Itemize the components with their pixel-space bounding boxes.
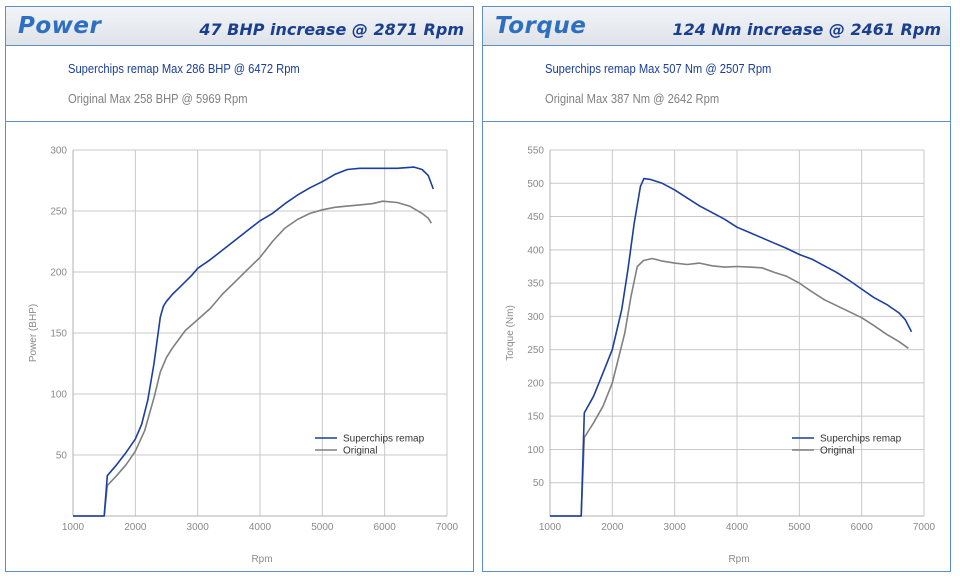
- power-y-tick-label: 200: [50, 268, 67, 279]
- torque-x-tick-label: 2000: [601, 522, 624, 533]
- torque-y-tick-label: 50: [533, 478, 545, 489]
- power-original-max: Original Max 258 BHP @ 5969 Rpm: [68, 91, 248, 106]
- torque-chart: 1000 2000 3000 4000 5000 6000 7000 50 100 150 200 2…: [505, 146, 936, 566]
- torque-y-tick-label: 400: [527, 245, 544, 256]
- power-y-tick-label: 300: [50, 146, 67, 157]
- torque-legend-label: Superchips remap: [820, 434, 902, 445]
- torque-remap-max: Superchips remap Max 507 Nm @ 2507 Rpm: [545, 61, 772, 76]
- power-chart: 1000 2000 3000 4000 5000 6000 7000 50 100 150 200 2…: [28, 146, 459, 566]
- torque-legend-label: Original: [820, 446, 854, 457]
- power-header: Power 47 BHP increase @ 2871 Rpm: [6, 7, 473, 46]
- power-legend-label: Superchips remap: [343, 434, 425, 445]
- torque-y-tick-label: 350: [527, 279, 544, 290]
- power-x-tick-label: 5000: [311, 522, 334, 533]
- torque-y-tick-label: 250: [527, 345, 544, 356]
- torque-x-tick-label: 4000: [726, 522, 749, 533]
- torque-x-axis-label: Rpm: [728, 554, 749, 565]
- power-x-tick-label: 1000: [62, 522, 85, 533]
- power-y-tick-label: 100: [50, 390, 67, 401]
- torque-x-tick-label: 1000: [539, 522, 562, 533]
- power-y-tick-label: 250: [50, 207, 67, 218]
- power-y-tick-label: 150: [50, 329, 67, 340]
- torque-info-box: Superchips remap Max 507 Nm @ 2507 Rpm O…: [483, 46, 950, 122]
- torque-series-line-remap: [550, 177, 913, 517]
- power-title: Power: [18, 13, 102, 39]
- torque-header: Torque 124 Nm increase @ 2461 Rpm: [483, 7, 950, 46]
- torque-x-tick-label: 5000: [788, 522, 811, 533]
- torque-y-tick-label: 450: [527, 212, 544, 223]
- power-legend-label: Original: [343, 446, 377, 457]
- torque-y-tick-label: 500: [527, 179, 544, 190]
- torque-series-line-original: [550, 257, 909, 517]
- torque-increase-label: 124 Nm increase @ 2461 Rpm: [672, 20, 941, 39]
- torque-y-tick-label: 100: [527, 445, 544, 456]
- torque-y-tick-label: 300: [527, 312, 544, 323]
- power-panel: Power 47 BHP increase @ 2871 Rpm Superch…: [5, 6, 474, 572]
- power-x-axis-label: Rpm: [251, 554, 272, 565]
- power-x-tick-label: 4000: [249, 522, 272, 533]
- power-series-line-remap: [73, 166, 435, 517]
- power-series-line-original: [73, 200, 433, 517]
- torque-original-max: Original Max 387 Nm @ 2642 Rpm: [545, 91, 720, 106]
- power-info-box: Superchips remap Max 286 BHP @ 6472 Rpm …: [6, 46, 473, 122]
- power-x-tick-label: 7000: [436, 522, 459, 533]
- power-x-tick-label: 3000: [187, 522, 210, 533]
- power-x-tick-label: 6000: [374, 522, 397, 533]
- torque-y-axis-label: Torque (Nm): [505, 305, 516, 361]
- power-y-tick-label: 50: [56, 451, 68, 462]
- torque-panel: Torque 124 Nm increase @ 2461 Rpm Superc…: [482, 6, 951, 572]
- torque-y-tick-label: 150: [527, 412, 544, 423]
- torque-title: Torque: [495, 13, 587, 39]
- torque-y-tick-label: 550: [527, 146, 544, 157]
- torque-y-tick-label: 200: [527, 378, 544, 389]
- torque-x-tick-label: 3000: [664, 522, 687, 533]
- power-x-tick-label: 2000: [124, 522, 147, 533]
- power-increase-label: 47 BHP increase @ 2871 Rpm: [199, 20, 464, 39]
- torque-x-tick-label: 7000: [913, 522, 936, 533]
- power-remap-max: Superchips remap Max 286 BHP @ 6472 Rpm: [68, 61, 300, 76]
- power-y-axis-label: Power (BHP): [28, 304, 39, 362]
- torque-x-tick-label: 6000: [851, 522, 874, 533]
